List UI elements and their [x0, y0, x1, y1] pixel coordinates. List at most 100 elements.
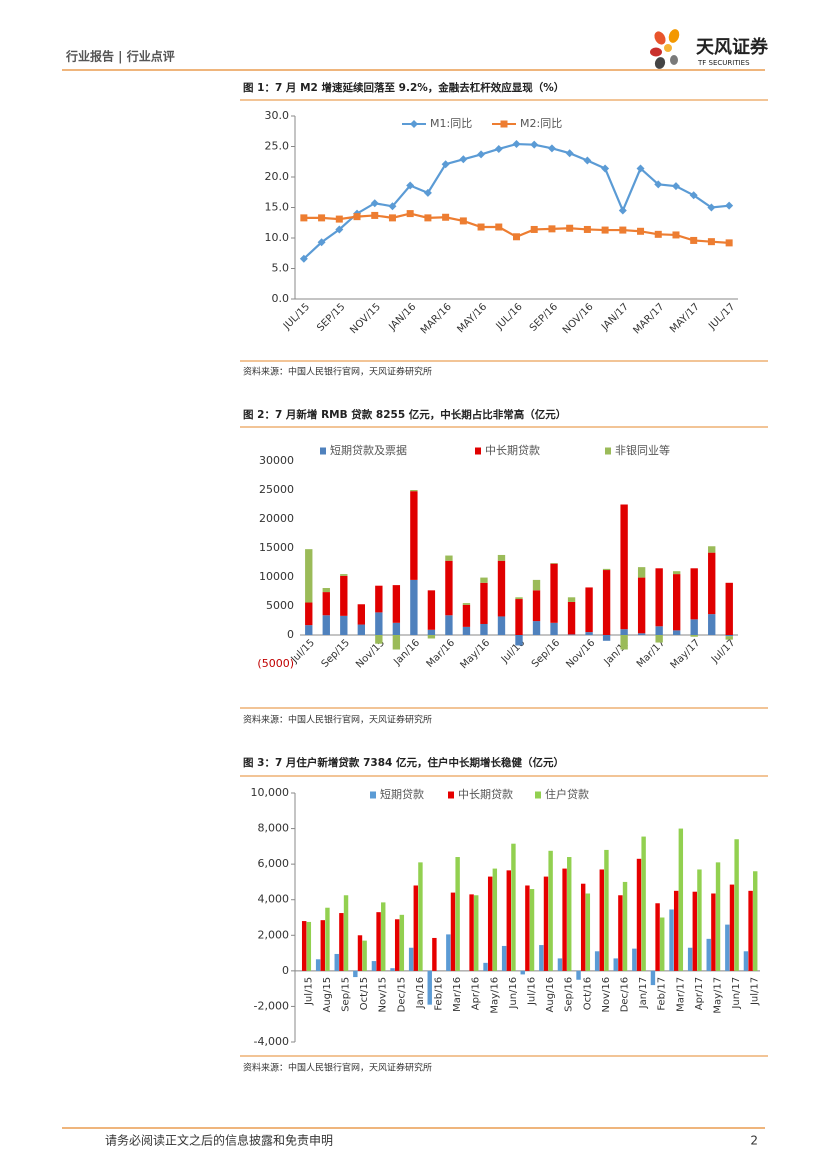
bar-segment — [602, 635, 611, 641]
y-tick-label: 0 — [287, 628, 294, 641]
y-tick-label: 0.0 — [272, 292, 290, 305]
bar — [376, 912, 381, 971]
marker — [654, 230, 662, 238]
marker — [335, 225, 344, 234]
x-tick-label: Aug/15 — [322, 977, 333, 1013]
bar — [353, 970, 358, 978]
x-tick-label: JAN/16 — [386, 301, 418, 333]
bar-segment — [620, 504, 628, 630]
x-tick-label: JUL/15 — [281, 301, 312, 332]
marker — [672, 231, 680, 239]
bar — [632, 948, 637, 971]
marker — [512, 140, 521, 149]
figure-title: 图 2：7 月新增 RMB 贷款 8255 亿元，中长期占比非常高（亿元） — [243, 408, 566, 421]
bar — [334, 953, 339, 971]
bar-segment — [602, 570, 611, 635]
bar-segment — [690, 568, 698, 620]
x-tick-label: Sep/16 — [530, 637, 562, 669]
legend-label: 短期贷款及票据 — [330, 443, 407, 457]
bar — [325, 907, 330, 971]
bar — [711, 893, 716, 971]
bar — [474, 895, 479, 971]
bar-segment — [445, 555, 453, 561]
bar-segment — [410, 490, 418, 492]
y-tick-label: 6,000 — [258, 857, 290, 870]
bar-segment — [322, 588, 330, 593]
bar — [427, 970, 432, 1005]
x-tick-label: Mar/17 — [675, 977, 686, 1012]
marker — [423, 188, 432, 197]
marker — [530, 225, 538, 233]
x-tick-label: Aug/16 — [545, 977, 556, 1013]
y-tick-label: 20000 — [259, 512, 294, 525]
x-tick-label: Dec/15 — [396, 977, 407, 1012]
legend-label: 非银同业等 — [615, 443, 670, 457]
marker — [318, 214, 326, 222]
bar — [604, 849, 609, 971]
bar-segment — [340, 615, 348, 635]
bar — [343, 895, 349, 971]
bar — [450, 892, 456, 971]
bar-segment — [673, 571, 681, 575]
bar — [557, 958, 563, 971]
bar-segment — [480, 623, 488, 635]
x-tick-label: Sep/15 — [320, 637, 352, 669]
marker — [565, 149, 574, 158]
bar-segment — [690, 635, 698, 637]
bar-segment — [410, 579, 418, 635]
bar-segment — [375, 635, 383, 644]
header-left: 行业报告 | 行业点评 — [65, 49, 175, 64]
x-tick-label: MAY/16 — [455, 301, 489, 335]
x-tick-label: MAR/16 — [419, 301, 454, 336]
bar — [734, 839, 739, 971]
x-tick-label: Nov/16 — [601, 977, 612, 1013]
legend-label: M2:同比 — [520, 117, 562, 130]
bar — [697, 869, 702, 971]
bar-segment — [725, 582, 733, 635]
marker — [583, 225, 591, 233]
x-tick-label: Mar/16 — [425, 637, 458, 670]
bar-segment — [497, 554, 506, 561]
bar — [501, 945, 507, 971]
bar-segment — [305, 602, 313, 626]
marker — [299, 254, 308, 263]
bar-segment — [392, 585, 401, 623]
marker — [548, 225, 556, 233]
bar-segment — [427, 590, 436, 630]
y-tick-label: 25.0 — [265, 140, 290, 153]
bar — [650, 970, 656, 986]
bar — [585, 893, 591, 971]
bar — [618, 895, 623, 971]
x-tick-label: Apr/17 — [694, 977, 705, 1010]
bar-segment — [550, 563, 558, 564]
bar — [567, 857, 572, 971]
marker — [424, 214, 432, 222]
bar-segment — [725, 635, 733, 637]
bar-segment — [515, 599, 523, 635]
bar — [641, 836, 646, 971]
x-tick-label: Feb/16 — [434, 977, 445, 1011]
bar-segment — [305, 625, 313, 635]
y-tick-label: 15.0 — [265, 201, 290, 214]
bar — [539, 945, 544, 971]
bar-segment — [322, 592, 330, 616]
bar — [339, 913, 344, 971]
bar — [599, 869, 604, 971]
marker — [725, 239, 733, 247]
bar — [469, 894, 474, 971]
x-tick-label: Jun/17 — [731, 977, 742, 1010]
x-tick-label: Oct/15 — [359, 977, 370, 1010]
marker — [388, 202, 397, 211]
figure-title: 图 3：7 月住户新增贷款 7384 亿元，住户中长期增长稳健（亿元） — [243, 756, 564, 769]
marker — [637, 227, 645, 235]
bar — [576, 970, 581, 980]
bar-segment — [322, 615, 330, 635]
legend-label: 住户贷款 — [545, 787, 589, 801]
marker — [707, 203, 716, 212]
bar-segment — [585, 632, 593, 635]
bar-segment — [550, 622, 558, 635]
bar-segment — [637, 577, 646, 634]
marker — [707, 238, 715, 246]
bar-segment — [515, 635, 523, 646]
bar-segment — [655, 635, 663, 643]
